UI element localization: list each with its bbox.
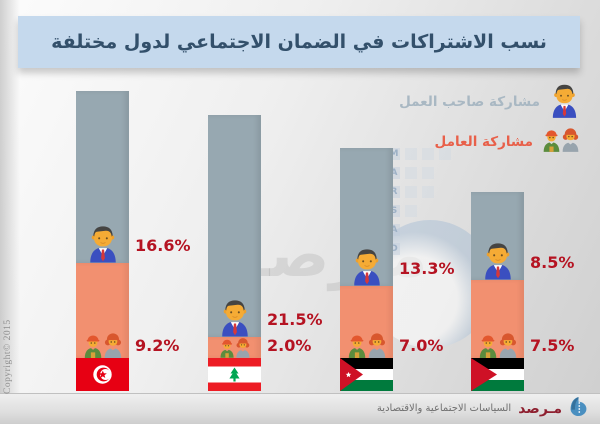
legend-row-employer: مشاركة صاحب العمل	[399, 82, 580, 122]
employer-share-label: 21.5%	[267, 310, 323, 330]
bar-worker-segment-tunisia	[76, 262, 129, 358]
employer-icon	[350, 246, 384, 286]
employer-icon	[218, 297, 252, 337]
country-flag-jordan	[340, 358, 393, 391]
title-banner: نسب الاشتراكات في الضمان الاجتماعي لدول …	[18, 16, 580, 68]
bar-employer-segment-tunisia	[76, 90, 129, 263]
employer-icon	[86, 223, 120, 263]
bar-worker-segment-palestine	[471, 280, 524, 358]
legend: مشاركة صاحب العمل مشاركة العامل	[399, 82, 580, 156]
worker-share-label: 9.2%	[135, 336, 180, 355]
footer-org-name: مـرصد	[518, 400, 562, 417]
workers-icon	[219, 337, 251, 358]
country-flag-lebanon	[208, 358, 261, 391]
country-flag-tunisia	[76, 358, 129, 391]
workers-icon	[542, 127, 580, 156]
workers-icon	[478, 332, 518, 358]
bar-worker-segment-jordan	[340, 285, 393, 358]
footer-brand: السياسات الاجتماعية والاقتصادية مـرصد	[377, 396, 588, 421]
left-shade-decoration	[0, 0, 20, 424]
employer-share-label: 16.6%	[135, 235, 191, 255]
legend-worker-label: مشاركة العامل	[434, 133, 533, 150]
workers-icon	[347, 332, 387, 358]
marsad-logo-icon	[569, 396, 588, 421]
employer-icon	[481, 240, 515, 280]
footer-tagline: السياسات الاجتماعية والاقتصادية	[376, 403, 512, 414]
country-flag-palestine	[471, 358, 524, 391]
worker-share-label: 7.5%	[530, 336, 575, 355]
legend-employer-label: مشاركة صاحب العمل	[399, 94, 540, 110]
page-title: نسب الاشتراكات في الضمان الاجتماعي لدول …	[51, 31, 547, 53]
copyright-text: Copyright© 2015	[3, 319, 13, 394]
bar-worker-segment-lebanon	[208, 337, 261, 358]
workers-icon	[83, 332, 123, 358]
bar-employer-segment-lebanon	[208, 114, 261, 338]
bar-employer-segment-jordan	[340, 147, 393, 286]
bar-employer-segment-palestine	[471, 192, 524, 281]
legend-row-worker: مشاركة العامل	[399, 127, 580, 156]
employer-share-label: 13.3%	[399, 258, 455, 278]
worker-share-label: 2.0%	[267, 336, 312, 355]
employer-icon	[549, 82, 580, 122]
footer-bar: السياسات الاجتماعية والاقتصادية مـرصد	[0, 393, 600, 424]
worker-share-label: 7.0%	[399, 336, 444, 355]
employer-share-label: 8.5%	[530, 253, 575, 273]
